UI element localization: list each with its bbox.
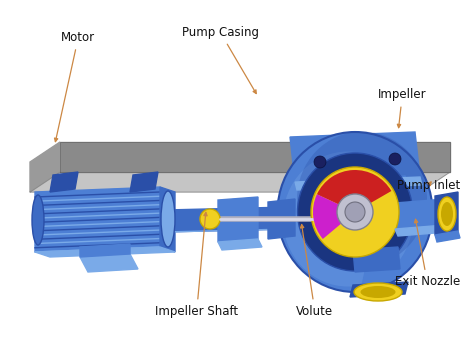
Polygon shape (370, 152, 408, 179)
Text: Impeller: Impeller (378, 88, 427, 128)
Ellipse shape (354, 283, 402, 301)
Polygon shape (130, 172, 158, 192)
Polygon shape (370, 176, 408, 189)
Ellipse shape (32, 195, 44, 245)
Circle shape (389, 153, 401, 165)
Circle shape (200, 209, 220, 229)
Polygon shape (80, 244, 130, 257)
Ellipse shape (283, 152, 413, 287)
Ellipse shape (297, 132, 427, 266)
Polygon shape (295, 177, 422, 190)
Text: Exit Nozzle: Exit Nozzle (394, 219, 460, 288)
Wedge shape (313, 194, 355, 239)
Circle shape (345, 202, 365, 222)
Polygon shape (360, 269, 390, 295)
Polygon shape (295, 152, 328, 182)
Polygon shape (50, 172, 78, 192)
Polygon shape (165, 229, 290, 232)
Polygon shape (218, 239, 262, 250)
Polygon shape (395, 199, 445, 229)
Polygon shape (60, 142, 450, 172)
Ellipse shape (311, 167, 399, 257)
Text: Motor: Motor (55, 31, 95, 142)
Polygon shape (435, 231, 460, 242)
Polygon shape (268, 199, 295, 239)
Ellipse shape (277, 132, 432, 292)
Polygon shape (290, 132, 420, 182)
Text: Pump Inlet: Pump Inlet (397, 179, 460, 192)
Polygon shape (35, 187, 160, 252)
Ellipse shape (298, 153, 412, 271)
Polygon shape (218, 197, 258, 242)
Text: Volute: Volute (296, 225, 333, 318)
Ellipse shape (441, 202, 453, 226)
Polygon shape (80, 254, 138, 272)
Polygon shape (35, 247, 175, 257)
Polygon shape (350, 282, 408, 297)
Polygon shape (30, 142, 60, 192)
Polygon shape (30, 172, 450, 192)
Text: Pump Casing: Pump Casing (182, 26, 259, 94)
Polygon shape (435, 192, 458, 235)
Polygon shape (395, 225, 448, 236)
Ellipse shape (361, 286, 395, 298)
Polygon shape (353, 247, 400, 272)
Ellipse shape (438, 197, 456, 231)
Circle shape (337, 194, 373, 230)
Text: Impeller Shaft: Impeller Shaft (155, 212, 238, 318)
Wedge shape (317, 170, 392, 212)
Circle shape (314, 156, 326, 168)
Polygon shape (160, 187, 175, 252)
Polygon shape (165, 207, 290, 232)
Polygon shape (295, 179, 328, 190)
Ellipse shape (161, 191, 175, 247)
